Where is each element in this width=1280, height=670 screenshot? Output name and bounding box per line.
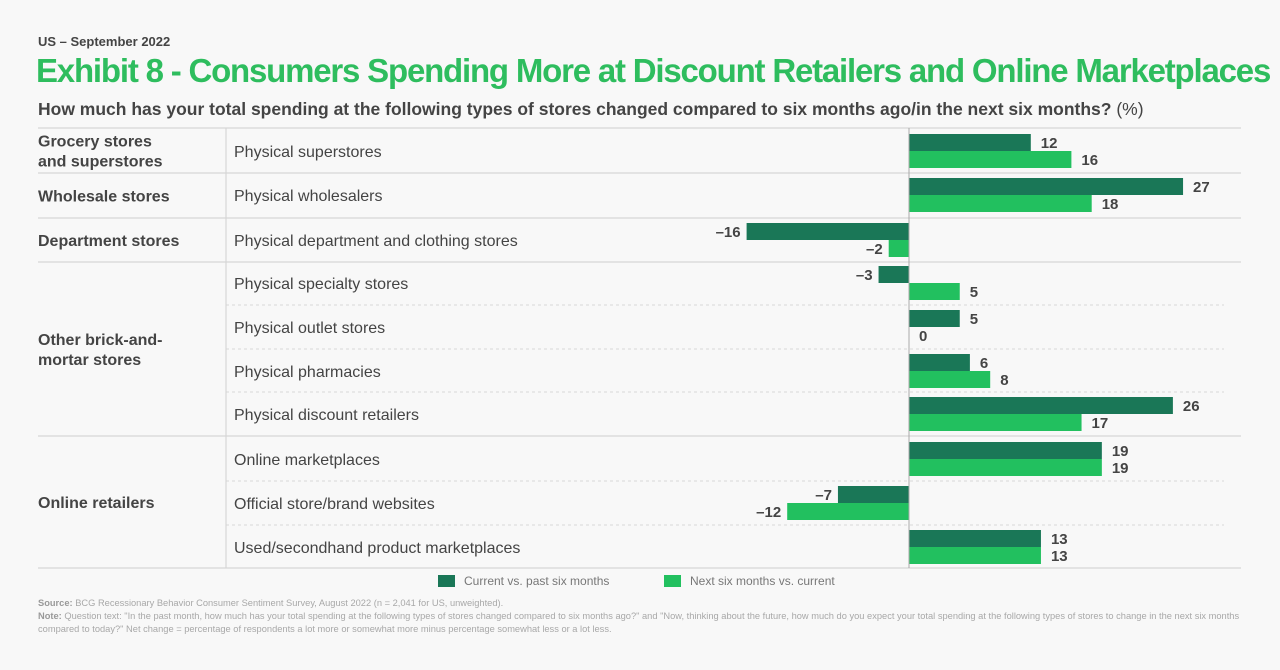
data-label-next: 19 [1112, 460, 1129, 477]
category-label: Physical specialty stores [234, 276, 408, 293]
bar-next [909, 283, 960, 300]
note-label: Note: [38, 611, 62, 621]
group-label: Online retailers [38, 495, 155, 512]
category-label: Physical department and clothing stores [234, 233, 518, 250]
data-label-current: 5 [970, 311, 978, 328]
bar-current [909, 134, 1031, 151]
bar-next [909, 459, 1102, 476]
bar-current [909, 530, 1041, 547]
category-label: Physical pharmacies [234, 364, 381, 381]
bar-current [746, 223, 909, 240]
source-note: Source: BCG Recessionary Behavior Consum… [38, 597, 1248, 610]
bar-next [909, 151, 1072, 168]
data-label-current: –16 [716, 224, 741, 241]
data-label-current: 19 [1112, 443, 1129, 460]
category-label: Online marketplaces [234, 452, 380, 469]
legend-swatch-current [438, 575, 455, 587]
data-label-next: 0 [919, 328, 927, 345]
group-label: and superstores [38, 154, 163, 171]
category-label: Physical wholesalers [234, 188, 383, 205]
bar-next [909, 414, 1082, 431]
data-label-current: 26 [1183, 398, 1200, 415]
data-label-current: 6 [980, 355, 988, 372]
bar-next [909, 371, 991, 388]
legend-label-next: Next six months vs. current [690, 574, 835, 588]
source-text: BCG Recessionary Behavior Consumer Senti… [75, 598, 504, 608]
data-label-current: –7 [815, 487, 832, 504]
data-label-current: –3 [856, 267, 873, 284]
legend-swatch-next [664, 575, 681, 587]
legend-item-current: Current vs. past six months [438, 574, 609, 588]
chart-subtitle: How much has your total spending at the … [38, 99, 1144, 120]
legend-label-current: Current vs. past six months [464, 574, 610, 588]
subtitle-question: How much has your total spending at the … [38, 99, 1112, 119]
source-label: Source: [38, 598, 73, 608]
footnote: Note: Question text: "In the past month,… [38, 610, 1248, 636]
category-label: Official store/brand websites [234, 496, 435, 513]
bar-current [909, 442, 1102, 459]
bar-next [888, 240, 909, 257]
exhibit-title: Exhibit 8 - Consumers Spending More at D… [36, 52, 1271, 89]
data-label-next: 13 [1051, 548, 1068, 565]
eyebrow-date: US – September 2022 [38, 34, 171, 49]
data-label-next: 18 [1102, 196, 1119, 213]
data-label-next: 16 [1081, 152, 1098, 169]
category-label: Physical superstores [234, 144, 382, 161]
note-text: Question text: "In the past month, how m… [38, 611, 1240, 634]
subtitle-unit: (%) [1116, 99, 1144, 119]
data-label-next: 17 [1092, 415, 1109, 432]
group-label: mortar stores [38, 352, 141, 369]
data-label-next: –12 [756, 504, 781, 521]
bar-next [909, 195, 1092, 212]
legend-item-next: Next six months vs. current [664, 574, 835, 588]
data-label-next: 5 [970, 284, 978, 301]
data-label-current: 13 [1051, 531, 1068, 548]
bar-current [909, 178, 1184, 195]
group-label: Department stores [38, 233, 179, 250]
category-label: Physical outlet stores [234, 320, 385, 337]
group-label: Other brick-and- [38, 332, 162, 349]
bar-current [837, 486, 909, 503]
bar-next [787, 503, 909, 520]
data-label-current: 27 [1193, 179, 1210, 196]
category-label: Physical discount retailers [234, 407, 419, 424]
bar-current [909, 354, 970, 371]
group-label: Grocery stores [38, 134, 152, 151]
bar-current [878, 266, 909, 283]
group-label: Wholesale stores [38, 189, 170, 206]
category-label: Used/secondhand product marketplaces [234, 540, 520, 557]
data-label-next: –2 [866, 241, 883, 258]
bar-next [909, 547, 1041, 564]
bar-current [909, 397, 1173, 414]
bar-current [909, 310, 960, 327]
data-label-current: 12 [1041, 135, 1058, 152]
data-label-next: 8 [1000, 372, 1008, 389]
